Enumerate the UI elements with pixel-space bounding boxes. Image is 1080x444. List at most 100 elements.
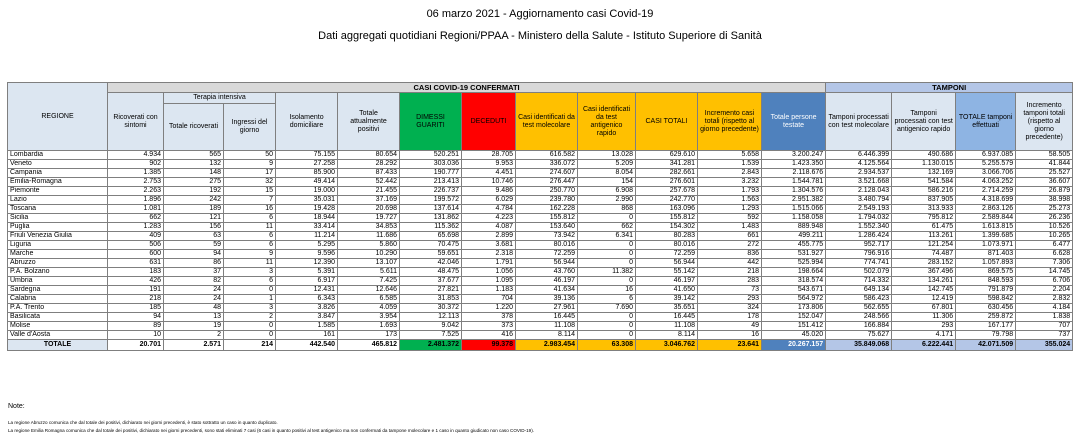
table-cell: 272 (697, 240, 762, 250)
table-cell: 10.265 (1015, 231, 1074, 241)
table-cell: 79.798 (955, 330, 1017, 340)
table-cell: 3.826 (275, 303, 338, 313)
table-cell: 52.442 (337, 177, 400, 187)
table-cell: 2.714.259 (955, 186, 1017, 196)
note-abruzzo: La regione Abruzzo comunica che dal tota… (8, 420, 278, 425)
table-cell: 42.046 (399, 258, 462, 268)
table-cell: 26.879 (1015, 186, 1074, 196)
total-cell: 42.071.509 (955, 339, 1017, 351)
table-cell: 3.066.706 (955, 168, 1017, 178)
table-cell: 16 (697, 330, 762, 340)
table-cell: 152.047 (760, 312, 827, 322)
table-cell: 520.251 (399, 150, 462, 160)
total-cell: 2.983.454 (515, 339, 578, 351)
table-cell: 2.990 (577, 195, 636, 205)
table-cell: 9 (223, 159, 276, 169)
table-cell: 12.646 (337, 285, 400, 295)
table-row: Basilicata 94 13 2 3.847 3.954 12.113 378 16.445… (7, 312, 1074, 322)
table-cell: 226.737 (399, 186, 462, 196)
table-cell: 7.525 (399, 330, 462, 340)
table-cell: 543.671 (760, 285, 827, 295)
table-cell: 2 (223, 312, 276, 322)
region-name: Sicilia (7, 213, 108, 223)
table-row: Friuli Venezia Giulia 409 63 6 11.214 11.686 6… (7, 231, 1074, 241)
table-cell: 3.480.794 (825, 195, 893, 205)
table-row: Liguria 506 59 6 5.295 5.860 70.475 3.681 80.016… (7, 240, 1074, 250)
table-cell: 8.054 (577, 168, 636, 178)
table-cell: 3 (223, 303, 276, 313)
table-cell: 24 (163, 285, 224, 295)
table-cell: 86 (163, 258, 224, 268)
table-cell: 1.793 (697, 186, 762, 196)
region-name: Puglia (7, 222, 108, 232)
table-cell: 373 (461, 321, 516, 331)
table-cell: 161 (275, 330, 338, 340)
table-cell: 46.197 (515, 276, 578, 286)
table-cell: 27.821 (399, 285, 462, 295)
table-cell: 662 (577, 222, 636, 232)
table-cell: 6.446.399 (825, 150, 893, 160)
table-cell: 192 (163, 186, 224, 196)
table-cell: 837.905 (891, 195, 957, 205)
table-cell: 1.423.350 (760, 159, 827, 169)
table-cell: 239.780 (515, 195, 578, 205)
table-row: Umbria 426 82 6 6.917 7.425 37.677 1.095 46.197 0… (7, 276, 1074, 286)
table-cell: 250.770 (515, 186, 578, 196)
table-cell: 531.927 (760, 249, 827, 259)
region-name: Emilia-Romagna (7, 177, 108, 187)
table-cell: 18.944 (275, 213, 338, 223)
table-cell: 73 (697, 285, 762, 295)
table-cell: 6 (577, 294, 636, 304)
total-cell: 442.540 (275, 339, 338, 351)
table-cell: 67.801 (891, 303, 957, 313)
table-cell: 869.575 (955, 267, 1017, 277)
table-cell: 80.654 (337, 150, 400, 160)
table-cell: 167.177 (955, 321, 1017, 331)
table-cell: 341.281 (635, 159, 698, 169)
table-cell: 6 (223, 213, 276, 223)
table-cell: 94 (163, 249, 224, 259)
table-cell: 199.572 (399, 195, 462, 205)
table-cell: 15 (223, 186, 276, 196)
table-cell: 4.934 (107, 150, 164, 160)
table-cell: 37 (163, 267, 224, 277)
table-cell: 242.770 (635, 195, 698, 205)
table-cell: 4.223 (461, 213, 516, 223)
table-cell: 259.872 (955, 312, 1017, 322)
region-name: P.A. Trento (7, 303, 108, 313)
table-cell: 8.114 (515, 330, 578, 340)
table-cell: 525.994 (760, 258, 827, 268)
table-cell: 1.183 (461, 285, 516, 295)
table-cell: 2.204 (1015, 285, 1074, 295)
table-cell: 156 (163, 222, 224, 232)
table-cell: 6.628 (1015, 249, 1074, 259)
table-cell: 72.259 (515, 249, 578, 259)
table-cell: 378 (461, 312, 516, 322)
table-cell: 17 (223, 168, 276, 178)
table-cell: 213.413 (399, 177, 462, 187)
table-cell: 1.220 (461, 303, 516, 313)
table-cell: 2.263 (107, 186, 164, 196)
col-dimessi: DIMESSI GUARITI (399, 92, 462, 151)
table-cell: 1.057.893 (955, 258, 1017, 268)
col-ricoverati: Ricoverati con sintomi (107, 92, 164, 151)
table-cell: 155.812 (635, 213, 698, 223)
table-cell: 5.658 (697, 150, 762, 160)
table-cell: 791.879 (955, 285, 1017, 295)
table-cell: 155.812 (515, 213, 578, 223)
table-cell: 1.073.971 (955, 240, 1017, 250)
table-cell: 1.286.424 (825, 231, 893, 241)
table-cell: 43.760 (515, 267, 578, 277)
group-casi-confermati: CASI COVID-19 CONFERMATI (106, 82, 827, 93)
table-cell: 19 (163, 321, 224, 331)
table-cell: 499.211 (760, 231, 827, 241)
region-name: Piemonte (7, 186, 108, 196)
table-cell: 65.698 (399, 231, 462, 241)
table-cell: 41.634 (515, 285, 578, 295)
table-cell: 218 (697, 267, 762, 277)
region-name: Valle d'Aosta (7, 330, 108, 340)
table-cell: 796.916 (825, 249, 893, 259)
table-cell: 12.419 (891, 294, 957, 304)
table-row: Emilia-Romagna 2.753 275 32 49.414 52.442 213.… (7, 177, 1074, 187)
table-cell: 55.142 (635, 267, 698, 277)
